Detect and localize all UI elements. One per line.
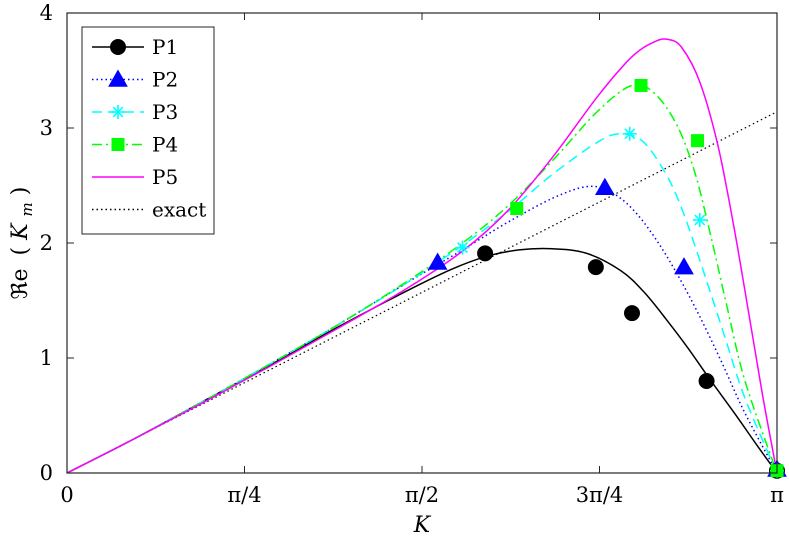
marker-p2 <box>595 177 615 196</box>
legend-marker-p2 <box>108 69 128 87</box>
legend-label: P5 <box>152 165 178 189</box>
marker-p2 <box>674 257 694 275</box>
x-tick-label: 3π/4 <box>576 483 624 507</box>
marker-p3 <box>455 240 470 255</box>
x-tick-label: π <box>770 483 784 507</box>
legend: P1 P2 P3 P4 P5 exact <box>81 26 215 235</box>
y-tick-label: 2 <box>40 231 53 255</box>
x-axis-label: K <box>413 513 432 538</box>
series-line-p4 <box>67 83 777 473</box>
legend-label: P4 <box>152 133 178 157</box>
marker-p3 <box>622 126 637 141</box>
marker-p4 <box>691 134 705 148</box>
marker-layer <box>427 78 787 479</box>
marker-p1 <box>587 259 604 276</box>
x-tick-label: 0 <box>60 483 73 507</box>
legend-label: exact <box>152 198 206 222</box>
y-axis-label-open: ( <box>8 247 33 256</box>
legend-box <box>81 26 215 235</box>
marker-p1 <box>477 245 494 262</box>
y-tick-label: 0 <box>40 461 53 485</box>
y-axis-label-close: ) <box>8 187 33 196</box>
marker-p2 <box>427 252 448 270</box>
tick-layer: 0 π/4 π/2 3π/4 π 0 1 2 3 4 <box>40 1 784 507</box>
x-tick-label: π/2 <box>405 483 439 507</box>
y-axis-label: ℜe ( K m ) <box>8 187 38 300</box>
y-tick-label: 4 <box>40 1 53 25</box>
legend-marker-p4 <box>111 138 125 151</box>
y-axis-label-var: K <box>8 222 33 241</box>
marker-p3 <box>692 213 707 227</box>
marker-p4 <box>634 78 648 92</box>
legend-marker-p1 <box>110 39 126 55</box>
y-axis-label-prefix: ℜe <box>8 268 33 299</box>
marker-p1 <box>698 373 715 389</box>
series-line-p3 <box>67 133 777 473</box>
legend-label: P3 <box>152 100 178 124</box>
legend-label: P2 <box>152 68 178 92</box>
x-tick-label: π/4 <box>227 483 261 507</box>
y-tick-label: 3 <box>40 116 53 140</box>
y-axis-label-sub: m <box>18 202 36 216</box>
series-line-p5 <box>67 38 777 473</box>
marker-p4 <box>510 202 524 215</box>
legend-label: P1 <box>152 35 178 59</box>
marker-p1 <box>624 305 641 322</box>
legend-marker-p3 <box>111 105 125 119</box>
y-tick-label: 1 <box>40 346 53 370</box>
